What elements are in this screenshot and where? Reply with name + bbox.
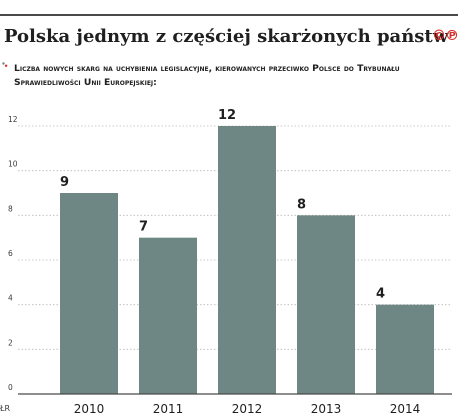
y-tick-label: 8 — [8, 204, 13, 213]
x-tick-label: 2013 — [311, 402, 342, 416]
bar-value-label: 4 — [376, 287, 385, 302]
x-tick-label: 2011 — [153, 402, 184, 416]
y-tick-label: 2 — [8, 338, 13, 347]
y-tick-label: 4 — [8, 294, 13, 303]
bar — [376, 304, 434, 394]
chart-title: Polska jednym z częściej skarżonych pańs… — [4, 26, 449, 47]
x-tick-label: 2010 — [74, 402, 105, 416]
bar-value-label: 7 — [139, 220, 148, 235]
x-tick-label: 2012 — [232, 402, 263, 416]
bar-value-label: 9 — [60, 175, 69, 190]
top-rule — [0, 14, 458, 16]
chart-subtitle: Liczba nowych skarg na uchybienia legisl… — [14, 63, 400, 88]
bar-value-label: 8 — [297, 197, 306, 212]
bar — [139, 237, 197, 394]
y-tick-label: 10 — [8, 160, 18, 169]
source-label: ŁR — [0, 404, 11, 413]
bar — [218, 126, 276, 394]
bar — [60, 193, 118, 394]
bar-value-label: 12 — [218, 108, 236, 123]
y-tick-label: 12 — [8, 115, 18, 124]
y-tick-label: 6 — [8, 249, 13, 258]
logo-icon: ©℗ — [432, 28, 458, 44]
subtitle-marker-icon — [2, 62, 8, 67]
bar — [297, 215, 355, 394]
x-tick-label: 2014 — [390, 402, 421, 416]
y-tick-label: 0 — [8, 383, 13, 392]
